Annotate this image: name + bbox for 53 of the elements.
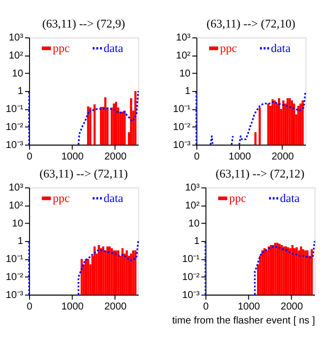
y-tick-label: 10 <box>188 218 200 230</box>
y-tick-label: 10⁻³ <box>6 140 24 151</box>
y-tick-label: 10⁻³ <box>182 290 200 301</box>
y-tick-label: 10² <box>8 50 24 62</box>
y-tick-label: 10² <box>8 200 24 212</box>
x-tick-label: 1000 <box>61 152 84 163</box>
x-tick-label: 2000 <box>272 152 294 163</box>
y-tick-label: 10⁻¹ <box>182 254 200 266</box>
x-axis-title: time from the flasher event [ ns ] <box>172 315 316 326</box>
y-tick-label: 10³ <box>8 182 24 194</box>
y-tick-label: 10² <box>185 200 200 212</box>
y-tick-label: 1 <box>18 86 24 98</box>
y-tick-label: 10³ <box>185 182 200 194</box>
chart-title: (63,11) --> (72,9) <box>42 16 126 30</box>
x-tick-label: 2000 <box>104 152 128 163</box>
x-tick-label: 1000 <box>238 302 260 313</box>
x-tick-label: 0 <box>194 152 200 163</box>
y-tick-label: 1 <box>184 86 191 98</box>
y-tick-label: 10⁻² <box>6 122 24 133</box>
x-tick-label: 1000 <box>228 152 252 163</box>
y-tick-label: 10³ <box>176 32 192 44</box>
x-tick-label: 0 <box>26 152 33 163</box>
x-tick-label: 2000 <box>280 302 304 313</box>
y-tick-label: 10⁻³ <box>6 290 24 301</box>
chart-title: (63,11) --> (72,12) <box>216 166 304 180</box>
y-tick-label: 10² <box>176 50 192 62</box>
text: ppc <box>220 40 238 55</box>
x-tick-label: 2000 <box>104 302 128 313</box>
legend-label: ppc <box>52 190 70 205</box>
y-tick-label: 10 <box>12 218 24 230</box>
legend-label: ppc <box>229 190 246 205</box>
y-tick-label: 10³ <box>8 32 24 44</box>
legend-label: ppc <box>52 40 70 55</box>
chart-title: (63,11) --> (72,11) <box>39 166 128 180</box>
y-tick-label: 10⁻² <box>6 272 24 283</box>
y-tick-label: 10 <box>12 68 24 80</box>
y-tick-label: 10⁻¹ <box>6 104 24 116</box>
y-tick-label: 1 <box>18 236 24 248</box>
y-tick-label: 10⁻² <box>182 272 200 283</box>
y-tick-label: 10 <box>179 68 191 80</box>
chart-title: (63,11) --> (72,10) <box>206 16 296 30</box>
y-tick-label: 10⁻³ <box>173 140 192 151</box>
x-tick-label: 0 <box>26 302 33 313</box>
y-tick-label: 1 <box>194 236 200 248</box>
y-tick-label: 10⁻¹ <box>173 104 192 116</box>
legend-label: data <box>104 40 124 55</box>
legend-label: data <box>104 190 124 205</box>
x-tick-label: 1000 <box>61 302 84 313</box>
legend-label: data <box>270 40 292 55</box>
x-tick-label: 0 <box>203 302 210 313</box>
y-tick-label: 10⁻² <box>173 122 192 133</box>
y-tick-label: 10⁻¹ <box>6 254 24 266</box>
legend-label: data <box>280 190 300 205</box>
